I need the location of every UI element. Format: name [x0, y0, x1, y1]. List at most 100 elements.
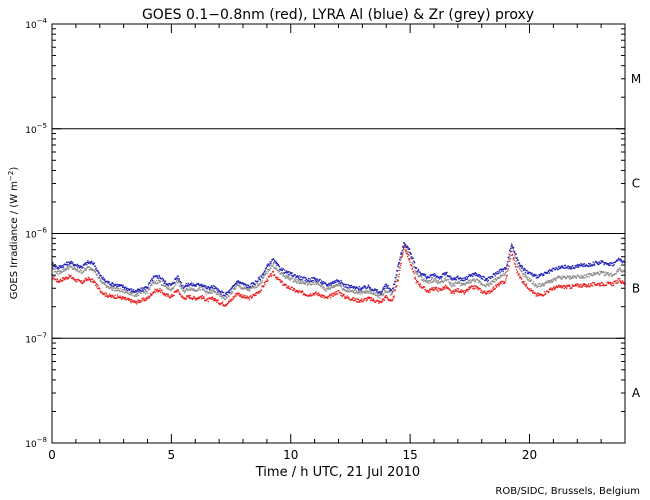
data-point — [462, 290, 465, 292]
data-point — [597, 263, 599, 265]
data-point — [480, 291, 482, 294]
data-point — [599, 270, 601, 273]
data-point — [420, 279, 423, 281]
data-point — [306, 278, 308, 281]
data-point — [414, 269, 416, 272]
data-point — [95, 283, 97, 285]
data-point — [123, 286, 125, 289]
data-point — [413, 260, 415, 262]
data-point — [350, 286, 352, 289]
data-point — [187, 282, 189, 284]
data-point — [568, 268, 570, 270]
data-point — [295, 277, 297, 279]
data-point — [338, 284, 340, 286]
data-point — [259, 279, 262, 281]
data-point — [536, 295, 538, 297]
data-point — [411, 262, 413, 264]
data-point — [273, 267, 276, 269]
data-point — [294, 288, 296, 291]
data-point — [200, 296, 202, 298]
data-point — [511, 253, 514, 256]
data-point — [355, 291, 357, 293]
data-point — [361, 292, 364, 295]
data-point — [612, 262, 615, 264]
data-point — [414, 261, 416, 264]
data-point — [273, 261, 275, 264]
data-point — [178, 291, 180, 293]
data-point — [314, 277, 316, 279]
data-point — [482, 292, 484, 294]
data-point — [224, 295, 226, 297]
data-point — [71, 262, 73, 264]
data-point — [490, 277, 492, 280]
data-point — [465, 281, 468, 284]
data-point — [91, 268, 93, 270]
data-point — [554, 287, 557, 289]
data-point — [408, 251, 410, 253]
data-point — [564, 276, 567, 278]
data-point — [105, 286, 107, 288]
data-point — [171, 288, 174, 290]
data-point — [174, 277, 177, 280]
data-point — [64, 268, 67, 270]
data-point — [383, 298, 385, 300]
data-point — [526, 269, 528, 272]
data-point — [485, 293, 487, 296]
data-point — [67, 276, 69, 279]
data-point — [474, 273, 476, 275]
data-point — [432, 279, 435, 282]
data-point — [270, 272, 272, 275]
data-point — [91, 260, 93, 263]
data-point — [232, 285, 235, 287]
data-point — [580, 265, 582, 267]
data-point — [574, 267, 576, 269]
data-point — [465, 289, 468, 291]
data-point — [404, 249, 406, 251]
data-point — [487, 283, 489, 285]
data-point — [448, 281, 450, 283]
data-point — [558, 284, 560, 286]
data-point — [551, 288, 554, 290]
data-point — [570, 287, 572, 290]
data-point — [102, 278, 104, 280]
data-point — [182, 296, 184, 298]
data-point — [255, 294, 257, 297]
data-point — [97, 276, 99, 279]
data-point — [515, 266, 517, 268]
data-point — [432, 289, 434, 292]
data-point — [359, 301, 361, 303]
data-point — [357, 289, 360, 291]
data-point — [540, 272, 543, 275]
data-point — [306, 281, 308, 283]
data-point — [108, 281, 110, 283]
data-point — [332, 295, 334, 298]
data-point — [85, 268, 87, 270]
data-point — [361, 290, 363, 292]
data-point — [216, 301, 218, 303]
data-point — [295, 289, 297, 292]
data-point — [581, 263, 583, 265]
data-point — [479, 274, 481, 277]
data-point — [471, 273, 473, 275]
data-point — [448, 282, 451, 284]
data-point — [280, 279, 282, 282]
data-point — [175, 291, 178, 293]
data-point — [94, 265, 96, 267]
data-point — [464, 279, 466, 281]
data-point — [532, 290, 534, 292]
data-point — [266, 264, 268, 267]
data-point — [380, 292, 382, 295]
data-point — [506, 274, 508, 276]
data-point — [191, 298, 193, 301]
data-point — [427, 291, 430, 294]
data-point — [383, 288, 385, 290]
data-point — [574, 285, 576, 287]
data-point — [406, 245, 408, 247]
data-point — [209, 287, 211, 289]
data-point — [538, 285, 540, 288]
data-point — [69, 261, 72, 263]
data-point — [158, 275, 161, 277]
data-point — [193, 295, 195, 298]
data-point — [425, 280, 427, 283]
data-point — [218, 294, 220, 296]
